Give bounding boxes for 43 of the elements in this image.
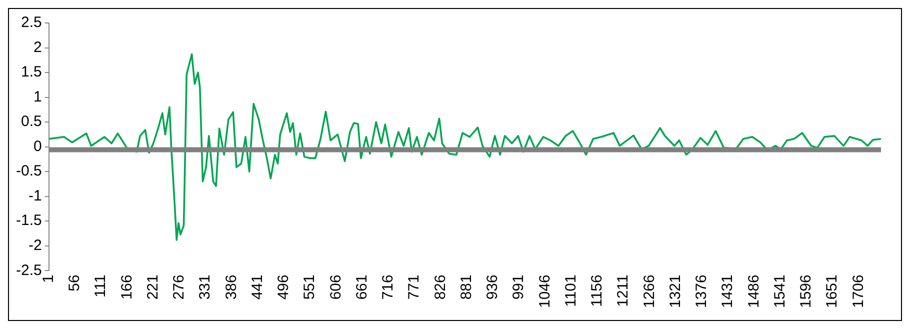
x-tick-label: 1706 — [850, 274, 867, 308]
x-tick-label: 386 — [222, 274, 240, 300]
y-tick-label: -1.5 — [16, 212, 42, 230]
x-tick-label: 991 — [510, 274, 528, 300]
x-tick-label: 441 — [248, 274, 266, 300]
x-tick-label: 881 — [458, 274, 475, 300]
x-tick-label: 111 — [92, 274, 110, 298]
x-tick-label: 1486 — [745, 274, 762, 308]
y-tick-label: 1 — [34, 88, 42, 106]
y-tick-label: 2.5 — [20, 14, 42, 32]
x-tick-label: 606 — [327, 274, 344, 300]
y-tick-label: 2 — [34, 38, 42, 56]
y-tick-label: -0.5 — [16, 162, 42, 180]
x-tick-label: 771 — [406, 274, 423, 300]
x-tick-label: 826 — [432, 274, 449, 300]
x-tick-label: 1541 — [771, 274, 788, 308]
x-tick-label: 1 — [40, 274, 57, 283]
x-tick-label: 551 — [301, 274, 318, 300]
x-tick-label: 661 — [353, 274, 370, 300]
y-tick-label: 0 — [34, 138, 42, 155]
x-tick-label: 1596 — [798, 274, 815, 308]
x-tick-label: 1046 — [536, 274, 554, 308]
x-tick-label: 331 — [196, 274, 214, 300]
x-tick-label: 166 — [118, 274, 136, 300]
x-tick-label: 1321 — [666, 274, 684, 308]
x-tick-label: 496 — [275, 274, 292, 300]
y-tick-label: -2 — [28, 237, 42, 254]
y-tick-label: -1 — [28, 187, 42, 204]
x-tick-label: 1266 — [640, 274, 658, 308]
x-tick-label: 936 — [484, 274, 502, 300]
x-tick-label: 716 — [380, 274, 397, 300]
x-tick-label: 1651 — [824, 274, 841, 308]
y-tick-label: 1.5 — [20, 64, 42, 81]
x-tick-label: 1211 — [614, 274, 632, 307]
x-tick-label: 56 — [66, 274, 84, 292]
x-tick-label: 276 — [170, 274, 188, 300]
x-tick-label: 221 — [144, 274, 162, 300]
y-tick-label: 0.5 — [20, 113, 42, 130]
x-tick-label: 1156 — [588, 274, 606, 307]
x-tick-label: 1431 — [719, 274, 736, 308]
x-tick-label: 1101 — [562, 274, 580, 307]
y-tick-label: -2.5 — [16, 262, 42, 279]
x-tick-label: 1376 — [693, 274, 710, 308]
